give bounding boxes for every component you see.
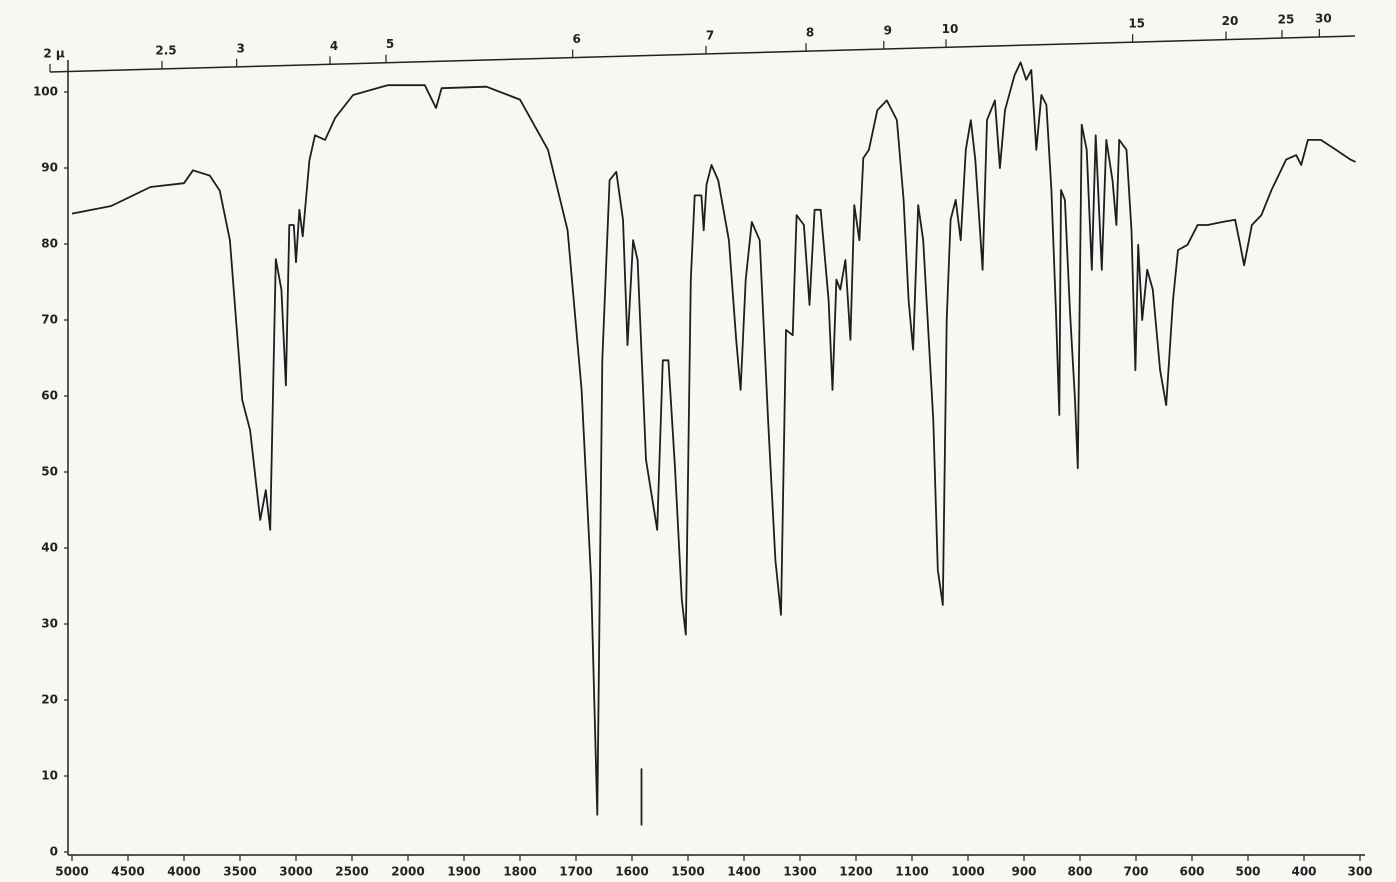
x-tick-label: 1100 (895, 865, 928, 879)
x-tick-label: 3000 (279, 865, 312, 879)
x2-tick-label: 9 (884, 23, 892, 37)
y-tick-label: 80 (41, 237, 58, 251)
x-tick-label: 1900 (447, 865, 480, 879)
x-tick-label: 1000 (951, 865, 984, 879)
x2-tick-label: 2 μ (43, 47, 65, 61)
y-tick-label: 60 (41, 389, 58, 403)
y-tick-label: 20 (41, 693, 58, 707)
x-tick-label: 1700 (559, 865, 592, 879)
y-tick-label: 30 (41, 617, 58, 631)
x2-tick-label: 25 (1278, 13, 1295, 27)
x2-tick-label: 10 (942, 22, 959, 36)
x-tick-label: 1800 (503, 865, 536, 879)
x-tick-label: 1600 (615, 865, 648, 879)
x-tick-label: 3500 (223, 865, 256, 879)
x2-tick-label: 15 (1128, 17, 1145, 31)
x-tick-label: 300 (1347, 865, 1372, 879)
y-tick-label: 70 (41, 313, 58, 327)
x2-tick-label: 2.5 (155, 43, 176, 57)
x2-tick-label: 5 (386, 37, 394, 51)
x-tick-label: 1300 (783, 865, 816, 879)
x-tick-label: 2000 (391, 865, 424, 879)
x-tick-label: 2500 (335, 865, 368, 879)
spectrum-line (71, 61, 1356, 816)
x-tick-label: 500 (1235, 865, 1260, 879)
x-tick-label: 5000 (55, 865, 88, 879)
x-tick-label: 1400 (727, 865, 760, 879)
x-tick-label: 700 (1123, 865, 1148, 879)
x-tick-label: 800 (1067, 865, 1092, 879)
x2-tick-label: 30 (1315, 11, 1332, 25)
y-tick-label: 50 (41, 465, 58, 479)
x-tick-label: 400 (1291, 865, 1316, 879)
y-tick-label: 40 (41, 541, 58, 555)
x2-axis (49, 35, 1356, 73)
y-tick-label: 100 (33, 85, 58, 99)
y-tick-label: 10 (41, 769, 58, 783)
x2-tick-label: 20 (1222, 14, 1239, 28)
x-tick-label: 1200 (839, 865, 872, 879)
x2-tick-label: 4 (330, 39, 338, 53)
x-tick-label: 1500 (671, 865, 704, 879)
x2-tick-label: 3 (236, 41, 244, 55)
x-tick-label: 4000 (167, 865, 200, 879)
x-tick-label: 4500 (111, 865, 144, 879)
x-tick-label: 600 (1179, 865, 1204, 879)
x-tick-label: 900 (1011, 865, 1036, 879)
x2-tick-label: 7 (706, 28, 714, 42)
y-tick-label: 0 (50, 845, 58, 859)
x2-tick-label: 8 (806, 26, 814, 40)
y-tick-label: 90 (41, 161, 58, 175)
x2-tick-label: 6 (572, 32, 580, 46)
